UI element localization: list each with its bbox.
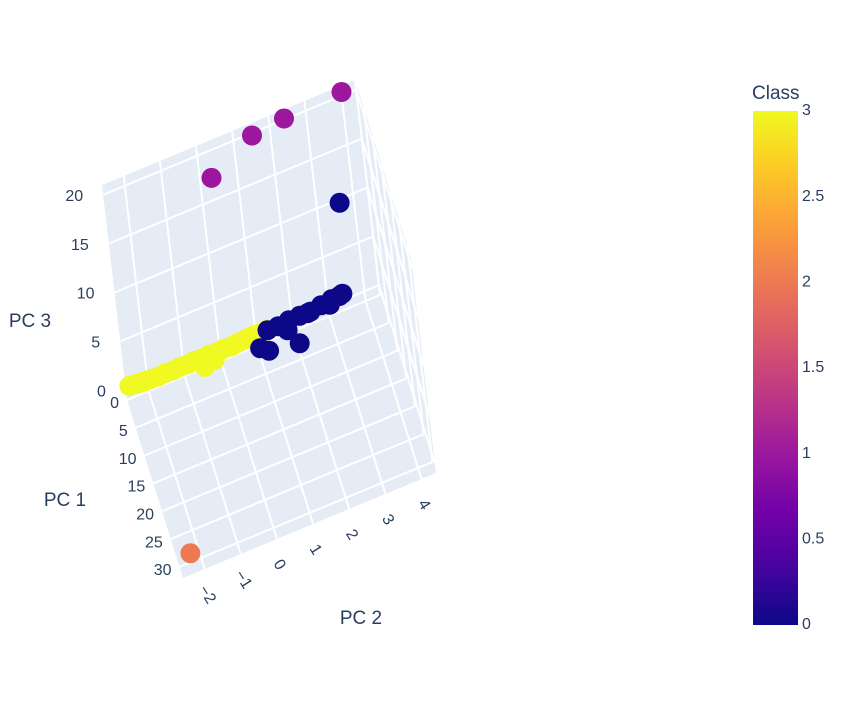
grid-line-z: [377, 284, 436, 464]
data-point: [297, 303, 318, 324]
colorbar-ticks: 0 0.5 1 1.5 2 2.5 3: [802, 102, 824, 633]
grid-line-z: [366, 187, 425, 366]
data-point: [242, 125, 262, 146]
data-point: [289, 333, 310, 354]
y-axis-title: PC 2: [340, 608, 382, 629]
colorbar-tick-label: 2: [802, 274, 811, 291]
x-axis-title: PC 1: [44, 490, 86, 511]
data-point: [194, 356, 215, 377]
grid-line-z: [102, 88, 357, 196]
x-tick-label: 25: [145, 534, 163, 551]
colorbar-title: Class: [752, 83, 800, 104]
data-points: [119, 82, 353, 564]
colorbar: Class 0 0.5 1 1.5 2 2.5 3: [752, 83, 824, 633]
data-point: [221, 336, 242, 357]
grid-line-x: [152, 377, 407, 485]
y-tick-label: 1: [306, 542, 325, 559]
data-point: [259, 340, 280, 361]
y-tick-label: −2: [195, 583, 219, 608]
z-tick-label: 20: [65, 188, 83, 205]
data-point: [274, 108, 294, 129]
grid-line-x: [135, 321, 390, 429]
data-point: [119, 375, 140, 396]
colorbar-tick-label: 3: [802, 102, 811, 119]
grid-line-x: [179, 460, 433, 568]
grid-line-y: [328, 315, 387, 495]
colorbar-gradient: [753, 111, 798, 625]
data-point: [329, 192, 350, 213]
colorbar-tick-label: 0.5: [802, 531, 824, 548]
colorbar-tick-label: 1.5: [802, 359, 824, 376]
grid-line-z: [114, 186, 368, 294]
z-tick-label: 5: [91, 335, 100, 352]
x-tick-label: 10: [119, 451, 137, 468]
colorbar-tick-label: 2.5: [802, 188, 824, 205]
grid-line-x: [170, 433, 425, 540]
data-point: [201, 167, 222, 188]
data-point: [180, 543, 201, 564]
grid-line-y: [292, 330, 351, 510]
grid-line-y: [220, 360, 278, 540]
grid-line-y: [256, 345, 315, 525]
grid-line-y: [364, 300, 423, 480]
z-tick-label: 15: [71, 237, 89, 254]
y-tick-label: 4: [414, 497, 433, 514]
data-point: [331, 82, 352, 102]
grid-line-y: [147, 390, 206, 570]
grid-line-y: [183, 375, 242, 555]
grid-line-x: [161, 405, 416, 513]
grid-line-z: [355, 89, 414, 269]
x-tick-label: 0: [110, 395, 119, 412]
grid-line-z: [372, 236, 431, 415]
grid-lines: [102, 79, 436, 570]
grid-line-z: [108, 137, 363, 245]
grid-line-x: [144, 349, 398, 457]
data-point: [257, 320, 278, 341]
x-tick-label: 20: [136, 506, 154, 523]
z-tick-label: 10: [77, 286, 95, 303]
data-point: [277, 320, 298, 341]
colorbar-tick-label: 0: [802, 616, 811, 633]
data-point: [319, 294, 340, 315]
colorbar-tick-label: 1: [802, 445, 811, 462]
x-tick-label: 5: [119, 423, 128, 440]
z-axis-title: PC 3: [9, 311, 51, 332]
grid-line-z: [360, 138, 419, 317]
y-tick-label: −1: [231, 568, 255, 593]
z-tick-label: 0: [97, 383, 106, 400]
x-tick-label: 30: [154, 562, 172, 579]
y-tick-label: 3: [378, 512, 397, 529]
grid-line-z: [119, 235, 374, 343]
y-tick-label: 2: [342, 527, 361, 544]
y-tick-label: 0: [270, 557, 289, 574]
x-tick-label: 15: [127, 479, 145, 496]
